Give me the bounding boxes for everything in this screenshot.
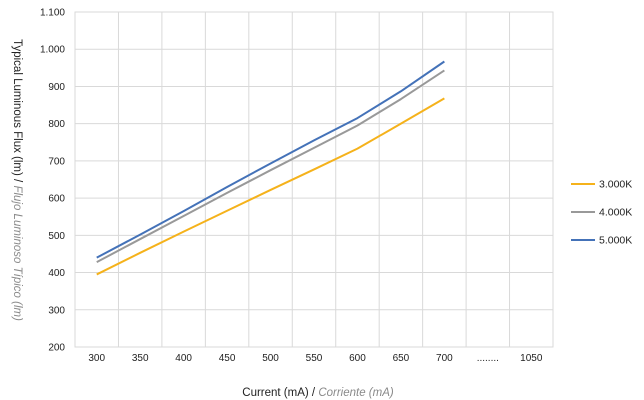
x-axis-title: Current (mA) / Corriente (mA): [242, 387, 394, 399]
y-tick-label: 1.100: [40, 8, 65, 19]
y-tick-label: 300: [48, 305, 65, 316]
y-tick-label: 500: [48, 231, 65, 242]
y-axis-title-main: Typical Luminous Flux (lm): [11, 39, 23, 176]
series-line-5.000K: [96, 60, 445, 259]
series-line-3.000K: [96, 97, 445, 276]
x-tick-label: 500: [262, 353, 279, 364]
x-tick-label: 550: [306, 353, 323, 364]
x-tick-labels: 300 350 400 450 500 550 600 650 700........ 1050: [88, 353, 542, 364]
y-tick-label: 800: [48, 119, 65, 130]
x-tick-label: 400: [175, 353, 192, 364]
x-axis-title-main: Current (mA): [242, 387, 309, 399]
legend-label: 4.000K: [599, 207, 632, 219]
y-tick-label: 400: [48, 268, 65, 279]
x-tick-label: 450: [219, 353, 236, 364]
legend-label: 5.000K: [599, 235, 632, 247]
x-tick-label: 600: [349, 353, 366, 364]
series-line-4.000K: [96, 69, 445, 264]
x-tick-label: ........: [477, 353, 499, 364]
x-tick-label: 650: [393, 353, 410, 364]
y-axis-title: Typical Luminous Flux (lm) / Flujo Lumin…: [11, 39, 23, 321]
y-tick-labels: 200 300 400 500 600 700 800 900 1.000 1.100: [40, 8, 65, 354]
x-axis-title-alt: Corriente (mA): [318, 387, 394, 399]
x-tick-label: 700: [436, 353, 453, 364]
x-tick-label: 300: [88, 353, 105, 364]
y-tick-label: 600: [48, 194, 65, 205]
grid-lines: [74, 11, 554, 348]
y-tick-label: 700: [48, 156, 65, 167]
y-tick-label: 1.000: [40, 45, 65, 56]
x-tick-label: 1050: [520, 353, 543, 364]
x-axis-title-sep: /: [309, 387, 319, 399]
y-axis-title-alt: Flujo Luminoso Típico (lm): [11, 185, 23, 321]
legend-label: 3.000K: [599, 179, 632, 191]
series-lines: [96, 60, 445, 276]
y-axis-title-sep: /: [11, 176, 23, 186]
y-tick-label: 200: [48, 343, 65, 354]
legend: 3.000K 4.000K 5.000K: [571, 179, 632, 247]
y-tick-label: 900: [48, 82, 65, 93]
x-tick-label: 350: [132, 353, 149, 364]
plot-area-border: [74, 11, 554, 348]
